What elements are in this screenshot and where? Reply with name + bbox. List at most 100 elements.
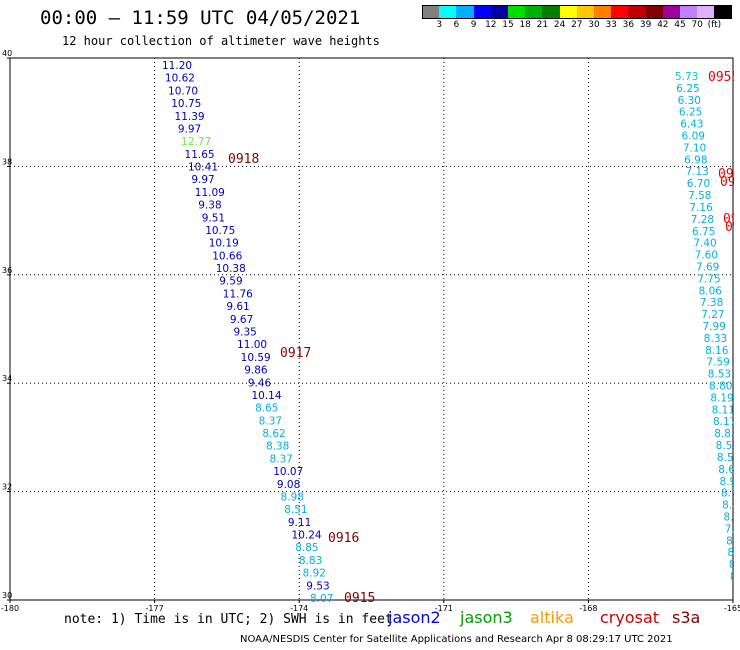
color-scale-swatch <box>645 5 663 19</box>
wave-height-label: 7.27 <box>701 309 724 321</box>
map-frame <box>9 57 734 601</box>
wave-height-label: 10.75 <box>205 225 235 237</box>
wave-height-label: 6.70 <box>687 178 710 190</box>
wave-height-label: 9.86 <box>244 365 268 377</box>
longitude-tick-label: -180 <box>1 604 19 613</box>
wave-height-label: 10.75 <box>171 98 201 110</box>
wave-height-label: 8.06 <box>699 285 723 297</box>
legend-entry-altika: altika <box>530 608 574 627</box>
latitude-tick-label: 38 <box>2 157 12 166</box>
wave-height-label: 8.51 <box>284 504 307 516</box>
wave-height-label: 7.58 <box>688 190 711 202</box>
wave-height-label: 8.7 <box>721 488 738 500</box>
wave-height-label: 8.16 <box>705 345 729 357</box>
color-scale-swatch <box>697 5 715 19</box>
wave-height-label: 7.28 <box>691 214 714 226</box>
wave-height-label: 11.09 <box>195 187 225 199</box>
wave-height-label: 8.17 <box>713 416 736 428</box>
wave-height-label: 12.77 <box>181 136 211 148</box>
wave-height-label: 9.53 <box>306 580 329 592</box>
wave-height-label: 8.07 <box>310 593 333 605</box>
color-scale-label: 30 <box>588 20 600 30</box>
wave-height-label: 7.99 <box>703 321 726 333</box>
pass-time-label: 0916 <box>328 531 359 546</box>
wave-height-label: 9.08 <box>277 479 300 491</box>
color-scale-label: 39 <box>639 20 652 30</box>
longitude-tick-label: -177 <box>146 604 164 613</box>
right-margin-mask <box>734 58 740 600</box>
legend-entry-cryosat: cryosat <box>600 608 660 627</box>
color-scale-swatch <box>559 5 577 19</box>
pass-time-label: 0915 <box>344 591 375 606</box>
wave-height-label: 8.62 <box>262 428 285 440</box>
wave-height-label: 7.13 <box>685 166 708 178</box>
longitude-tick-label: -168 <box>579 604 597 613</box>
color-scale-frame <box>422 5 732 19</box>
wave-height-label: 6.98 <box>684 154 707 166</box>
wave-height-label: 7.10 <box>683 142 706 154</box>
color-scale-label: 3 <box>436 20 443 30</box>
wave-height-label: 8.33 <box>704 333 727 345</box>
wave-height-label: 7.40 <box>693 238 716 250</box>
color-scale-label: 27 <box>571 20 583 30</box>
wave-height-label: 9.67 <box>230 314 253 326</box>
color-scale-swatch <box>473 5 491 19</box>
wave-height-label: 8.53 <box>708 369 731 381</box>
wave-height-label: 10.24 <box>292 530 322 542</box>
color-scale-swatch <box>490 5 508 19</box>
wave-height-label: 8.92 <box>303 568 326 580</box>
wave-height-label: 7.69 <box>696 261 719 273</box>
legend-entry-jason3: jason3 <box>460 608 513 627</box>
color-scale-label: 6 <box>453 20 460 30</box>
wave-height-label: 7.60 <box>695 250 718 262</box>
wave-height-label: 11.20 <box>162 60 192 72</box>
legend-entry-s3a: s3a <box>672 608 701 627</box>
color-scale-swatch <box>508 5 526 19</box>
wave-height-label: 8.65 <box>255 403 278 415</box>
longitude-tick-label: -174 <box>290 604 308 613</box>
units-note: note: 1) Time is in UTC; 2) SWH is in fe… <box>64 612 393 627</box>
color-scale-label: 70 <box>691 20 703 30</box>
color-scale-swatch <box>456 5 474 19</box>
wave-height-label: 8.38 <box>266 441 289 453</box>
pass-time-label: 0955 <box>708 70 739 85</box>
wave-height-label: 7.16 <box>689 202 713 214</box>
color-scale-swatch <box>594 5 612 19</box>
color-scale-label: 42 <box>657 20 669 30</box>
legend-entry-jason2: jason2 <box>388 608 441 627</box>
wave-height-label: 9.46 <box>248 377 272 389</box>
wave-height-label: 10.41 <box>188 162 218 174</box>
wave-height-label: 7.59 <box>706 357 729 369</box>
wave-height-label: 9.61 <box>226 301 249 313</box>
color-scale-label: 21 <box>536 20 549 30</box>
wave-height-label: 9.59 <box>219 276 242 288</box>
color-scale-label: 9 <box>470 20 477 30</box>
color-scale-swatch <box>422 5 440 19</box>
wave-height-label: 9.35 <box>233 327 256 339</box>
color-scale-label: 15 <box>502 20 514 30</box>
wave-height-label: 10.14 <box>251 390 281 402</box>
wave-height-label: 9.11 <box>288 517 311 529</box>
color-scale-swatch <box>714 5 732 19</box>
color-scale-swatch <box>542 5 560 19</box>
wave-height-label: 8.37 <box>270 453 293 465</box>
wave-height-label: 8.98 <box>281 491 304 503</box>
color-scale-swatch <box>576 5 594 19</box>
color-scale-swatch <box>611 5 629 19</box>
wave-height-label: 8.83 <box>714 428 737 440</box>
color-scale-label: 45 <box>674 20 686 30</box>
wave-height-label: 8.59 <box>716 440 739 452</box>
chart-subtitle: 12 hour collection of altimeter wave hei… <box>62 34 380 48</box>
wave-height-label: 6.30 <box>678 95 701 107</box>
wave-height-label: 8.37 <box>259 415 282 427</box>
wave-height-label: 6.09 <box>682 131 705 143</box>
wave-height-label: 10.19 <box>209 238 239 250</box>
color-scale-swatch <box>439 5 457 19</box>
wave-height-label: 9.97 <box>191 174 214 186</box>
wave-height-label: 9.97 <box>178 123 201 135</box>
wave-height-label: 10.38 <box>216 263 246 275</box>
latitude-tick-label: 30 <box>2 591 12 600</box>
chart-title: 00:00 – 11:59 UTC 04/05/2021 <box>40 7 361 29</box>
latitude-tick-label: 36 <box>2 266 12 275</box>
